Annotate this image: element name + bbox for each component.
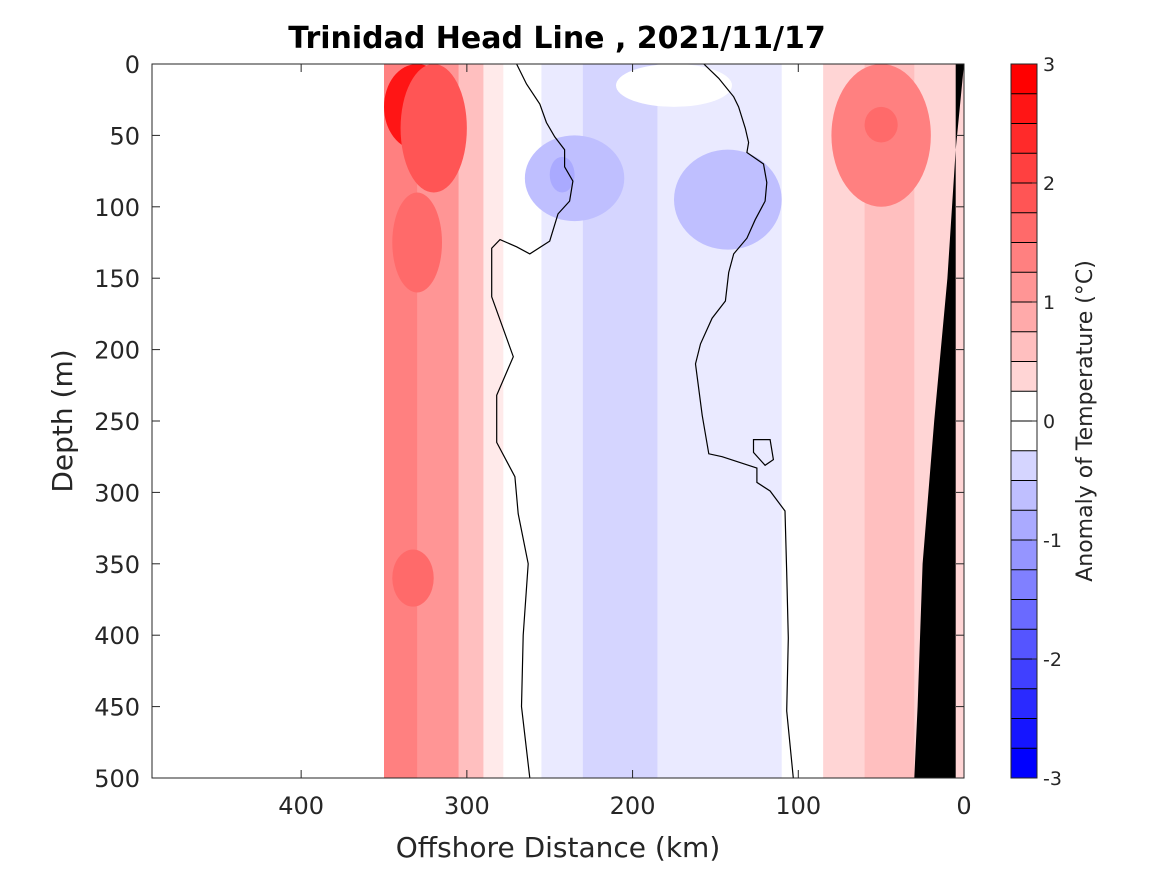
- y-tick-label-0: 0: [125, 51, 140, 79]
- colorbar-level-21: [1011, 688, 1037, 719]
- colorbar: [1011, 64, 1037, 779]
- x-tick-label-200: 200: [610, 792, 656, 820]
- plot-area: [152, 64, 964, 778]
- anomaly-patch-8: [864, 106, 898, 143]
- colorbar-level-1: [1011, 93, 1037, 124]
- anomaly-patch-5: [549, 156, 575, 193]
- zero-contours: [491, 64, 794, 778]
- zero-contour-loop-0: [752, 439, 775, 467]
- colorbar-level-8: [1011, 302, 1037, 333]
- chart-title: Trinidad Head Line , 2021/11/17: [288, 21, 825, 56]
- y-tick-label-100: 100: [94, 194, 140, 222]
- anomaly-patch-9: [616, 64, 732, 107]
- y-tick-label-250: 250: [94, 408, 140, 436]
- colorbar-tick-label--2: -2: [1043, 649, 1062, 671]
- colorbar-tick-label-3: 3: [1043, 54, 1055, 76]
- colorbar-level-23: [1011, 748, 1037, 779]
- colorbar-level-16: [1011, 540, 1037, 571]
- y-tick-label-350: 350: [94, 551, 140, 579]
- zero-contour-line-0: [491, 64, 574, 778]
- colorbar-level-2: [1011, 123, 1037, 154]
- colorbar-level-20: [1011, 659, 1037, 690]
- y-tick-label-400: 400: [94, 622, 140, 650]
- colorbar-label: Anomaly of Temperature (°C): [1073, 260, 1098, 582]
- anomaly-patch-6: [674, 149, 782, 250]
- colorbar-level-10: [1011, 361, 1037, 392]
- colorbar-level-12: [1011, 421, 1037, 452]
- anomaly-patch-4: [524, 135, 625, 222]
- y-tick-label-450: 450: [94, 694, 140, 722]
- colorbar-tick-label-0: 0: [1043, 411, 1055, 433]
- bathymetry-mask: [914, 64, 964, 778]
- colorbar-tick-label-2: 2: [1043, 173, 1055, 195]
- colorbar-level-4: [1011, 183, 1037, 214]
- y-tick-label-50: 50: [109, 122, 140, 150]
- colorbar-level-11: [1011, 391, 1037, 422]
- anomaly-patch-1: [400, 64, 467, 193]
- anomaly-patches: [384, 64, 931, 607]
- colorbar-tick-label-1: 1: [1043, 292, 1055, 314]
- anomaly-bands: [384, 64, 964, 778]
- colorbar-level-7: [1011, 272, 1037, 303]
- colorbar-level-18: [1011, 599, 1037, 630]
- y-tick-label-300: 300: [94, 479, 140, 507]
- colorbar-level-13: [1011, 450, 1037, 481]
- x-tick-label-100: 100: [775, 792, 821, 820]
- colorbar-level-22: [1011, 718, 1037, 749]
- zero-contour-line-1: [694, 64, 794, 778]
- y-tick-label-150: 150: [94, 265, 140, 293]
- x-axis-label: Offshore Distance (km): [396, 831, 721, 864]
- anomaly-patch-2: [392, 192, 442, 293]
- colorbar-level-3: [1011, 153, 1037, 184]
- anomaly-band-2: [458, 64, 484, 778]
- anomaly-band-3: [483, 64, 504, 778]
- y-tick-label-500: 500: [94, 765, 140, 793]
- colorbar-level-19: [1011, 629, 1037, 660]
- colorbar-tick-label--1: -1: [1043, 530, 1062, 552]
- anomaly-patch-3: [392, 549, 434, 607]
- colorbar-level-5: [1011, 212, 1037, 243]
- x-tick-label-300: 300: [444, 792, 490, 820]
- colorbar-ticks: 3 2 1 0 -1 -2 -3: [1032, 54, 1062, 790]
- colorbar-level-14: [1011, 480, 1037, 511]
- x-tick-label-400: 400: [278, 792, 324, 820]
- y-tick-label-200: 200: [94, 337, 140, 365]
- colorbar-level-15: [1011, 510, 1037, 541]
- colorbar-level-6: [1011, 242, 1037, 273]
- colorbar-tick-label--3: -3: [1043, 768, 1062, 790]
- anomaly-band-0: [384, 64, 418, 778]
- x-tick-label-0: 0: [956, 792, 971, 820]
- y-axis-ticks: 0 50 100 150 200 250 300 350 400 450 500: [94, 51, 964, 793]
- anomaly-band-9: [781, 64, 824, 778]
- y-axis-label: Depth (m): [46, 349, 79, 492]
- colorbar-level-9: [1011, 331, 1037, 362]
- x-axis-ticks: 400 300 200 100 0: [278, 64, 972, 820]
- colorbar-level-17: [1011, 569, 1037, 600]
- colorbar-level-0: [1011, 64, 1037, 95]
